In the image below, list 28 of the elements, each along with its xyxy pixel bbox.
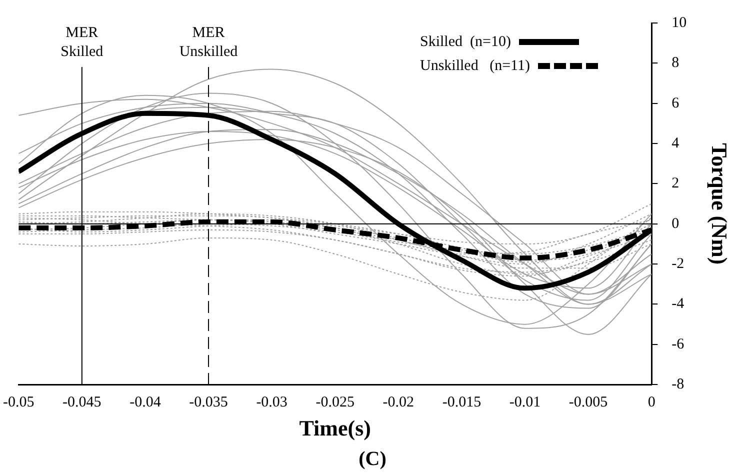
y-axis-title: Torque (Nm) — [707, 142, 732, 265]
legend-label: Unskilled (n=11) — [420, 58, 530, 74]
ref-line-label: MER Unskilled — [179, 25, 238, 60]
y-tick-label: 0 — [672, 216, 680, 232]
x-tick-label: -0.035 — [189, 394, 228, 411]
x-tick-label: -0.025 — [316, 394, 354, 411]
x-tick-label: -0.045 — [62, 394, 102, 411]
x-tick-label: -0.03 — [256, 394, 288, 411]
text: (C) — [358, 448, 388, 471]
x-tick-label: -0.01 — [509, 394, 541, 411]
y-tick-label: -6 — [672, 336, 685, 352]
x-tick-label: -0.005 — [568, 394, 608, 411]
ref-line-label: MER Skilled — [60, 25, 104, 60]
y-tick-label: 2 — [672, 176, 680, 192]
x-tick-label: -0.05 — [3, 394, 34, 411]
y-tick-label: 8 — [672, 55, 680, 72]
x-tick-label: -0.02 — [382, 394, 414, 411]
y-tick-label: 10 — [672, 14, 687, 31]
y-tick-label: 6 — [672, 95, 680, 112]
x-axis-title: Time(s) — [299, 415, 371, 440]
x-tick-label: -0.04 — [130, 394, 162, 411]
y-tick-label: -2 — [672, 256, 684, 272]
y-tick-label: -4 — [672, 296, 685, 312]
legend-label: Skilled (n=10) — [420, 34, 511, 50]
x-tick-label: -0.015 — [442, 394, 482, 411]
x-tick-label: 0 — [648, 394, 656, 411]
y-tick-label: 4 — [672, 135, 680, 152]
y-tick-label: -8 — [672, 376, 684, 393]
